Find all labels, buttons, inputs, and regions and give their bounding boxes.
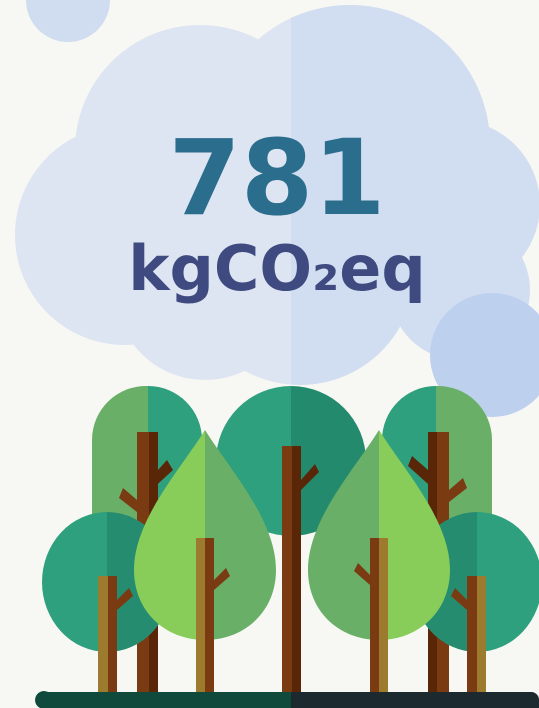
tree-part: [379, 538, 388, 694]
page: 781 kgCO₂eq: [0, 0, 539, 708]
tree-part: [282, 446, 292, 694]
forest: [42, 386, 539, 694]
ground: [35, 691, 539, 708]
tree-part: [196, 538, 205, 694]
tree-part: [35, 691, 291, 708]
tree-part: [477, 576, 486, 694]
tree-part: [291, 692, 539, 708]
illustration: 781 kgCO₂eq: [0, 0, 539, 708]
emission-unit: kgCO₂eq: [128, 232, 425, 305]
emission-value: 781: [168, 117, 385, 239]
tree-part: [205, 538, 214, 694]
tree-part: [98, 576, 108, 694]
tree-part: [467, 576, 477, 694]
tree-part: [292, 446, 301, 694]
tree-part: [370, 538, 379, 694]
tree-part: [108, 576, 117, 694]
